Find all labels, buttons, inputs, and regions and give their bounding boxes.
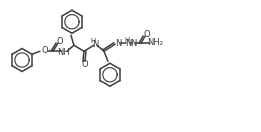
Text: NH: NH xyxy=(58,48,70,57)
Text: O: O xyxy=(42,46,48,55)
Text: O: O xyxy=(81,60,88,69)
Text: H: H xyxy=(124,37,129,43)
Text: N: N xyxy=(92,40,98,49)
Text: O: O xyxy=(144,30,150,39)
Text: N: N xyxy=(125,39,131,48)
Text: N: N xyxy=(130,39,136,48)
Text: N: N xyxy=(115,39,121,48)
Text: O: O xyxy=(57,37,63,46)
Text: NH₂: NH₂ xyxy=(147,38,163,47)
Text: H: H xyxy=(90,38,96,44)
Text: ···: ··· xyxy=(100,46,106,51)
